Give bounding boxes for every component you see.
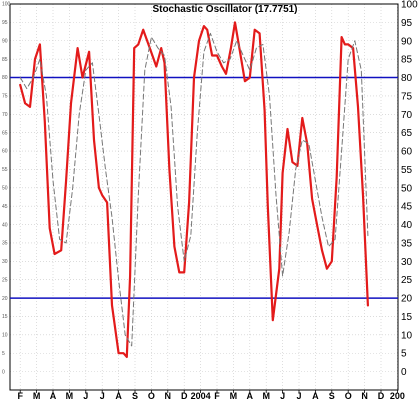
y-tick-label-left: 40: [2, 222, 8, 228]
x-tick-label: S: [132, 391, 138, 400]
y-tick-label-left: 55: [2, 167, 8, 173]
y-tick-label-left: 80: [2, 75, 8, 81]
y-tick-label-right: 80: [401, 73, 413, 84]
y-tick-label-left: 15: [2, 314, 8, 320]
y-tick-label-right: 25: [401, 275, 413, 286]
y-tick-label-right: 100: [401, 0, 418, 11]
x-tick-label: D: [181, 391, 188, 400]
x-tick-label: O: [148, 391, 155, 400]
x-tick-label: S: [329, 391, 335, 400]
x-tick-label: J: [83, 391, 88, 400]
x-tick-label: 2004: [191, 391, 211, 400]
y-tick-label-right: 75: [401, 91, 413, 102]
y-tick-label-left: 95: [2, 20, 8, 26]
series-layer: [19, 21, 369, 358]
x-tick-label: A: [115, 391, 122, 400]
y-tick-label-right: 50: [401, 183, 413, 194]
x-tick-label: F: [214, 391, 220, 400]
x-tick-label: A: [50, 391, 57, 400]
y-tick-label-right: 35: [401, 238, 413, 249]
y-tick-label-left: 0: [2, 369, 5, 375]
y-tick-label-left: 50: [2, 186, 8, 192]
x-tick-label: F: [17, 391, 23, 400]
x-tick-label: O: [345, 391, 352, 400]
x-tick-label: A: [247, 391, 254, 400]
y-tick-label-right: 0: [401, 367, 407, 378]
chart-title: Stochastic Oscillator (17.7751): [152, 4, 297, 15]
y-tick-label-left: 5: [2, 351, 5, 357]
x-tick-label: N: [165, 391, 172, 400]
y-tick-label-right: 90: [401, 36, 413, 47]
y-tick-label-right: 65: [401, 128, 413, 139]
y-tick-label-right: 10: [401, 330, 413, 341]
x-tick-label: N: [361, 391, 368, 400]
x-tick-label: M: [262, 391, 270, 400]
y-tick-label-left: 65: [2, 130, 8, 136]
y-tick-label-left: 70: [2, 112, 8, 118]
y-tick-label-right: 40: [401, 220, 413, 231]
y-axis-ticks: 0055101015152020252530303535404045455050…: [2, 0, 418, 378]
y-tick-label-left: 35: [2, 241, 8, 247]
y-tick-label-left: 45: [2, 204, 8, 210]
y-tick-label-right: 30: [401, 257, 413, 268]
y-tick-label-left: 100: [2, 2, 11, 8]
x-tick-label: J: [100, 391, 105, 400]
x-tick-label: M: [66, 391, 74, 400]
x-axis-ticks: F M A M J J A S O N D 2004 F M A M J J A S O N D 200: [17, 390, 405, 400]
y-tick-label-left: 30: [2, 259, 8, 265]
y-tick-label-right: 15: [401, 312, 413, 323]
y-tick-label-left: 25: [2, 277, 8, 283]
x-tick-label: J: [280, 391, 285, 400]
y-tick-label-left: 75: [2, 94, 8, 100]
stochastic-signal-line: [19, 32, 369, 347]
x-tick-label: 200: [390, 391, 405, 400]
y-tick-label-right: 20: [401, 294, 413, 305]
grid-layer: [10, 3, 398, 390]
y-tick-label-left: 10: [2, 333, 8, 339]
x-tick-label: A: [312, 391, 319, 400]
y-tick-label-right: 85: [401, 55, 413, 66]
y-tick-label-left: 60: [2, 149, 8, 155]
x-tick-label: M: [33, 391, 41, 400]
y-tick-label-right: 95: [401, 18, 413, 29]
x-tick-label: M: [230, 391, 238, 400]
plot-frame: [9, 3, 399, 391]
y-tick-label-left: 20: [2, 296, 8, 302]
y-tick-label-right: 45: [401, 202, 413, 213]
x-tick-label: J: [296, 391, 301, 400]
y-tick-label-left: 90: [2, 38, 8, 44]
y-tick-label-right: 60: [401, 147, 413, 158]
stochastic-k-line: [19, 21, 369, 358]
x-tick-label: D: [378, 391, 385, 400]
y-tick-label-left: 85: [2, 57, 8, 63]
y-tick-label-right: 70: [401, 110, 413, 121]
y-tick-label-right: 55: [401, 165, 413, 176]
y-tick-label-right: 5: [401, 349, 407, 360]
